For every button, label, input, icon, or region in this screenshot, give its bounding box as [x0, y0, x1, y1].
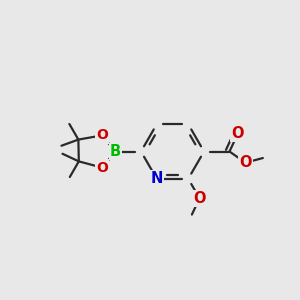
Text: O: O	[96, 160, 108, 175]
Text: O: O	[96, 128, 108, 142]
Text: O: O	[232, 126, 244, 141]
Text: O: O	[239, 155, 252, 170]
Text: B: B	[110, 144, 121, 159]
Text: O: O	[193, 191, 206, 206]
Text: N: N	[151, 171, 163, 186]
